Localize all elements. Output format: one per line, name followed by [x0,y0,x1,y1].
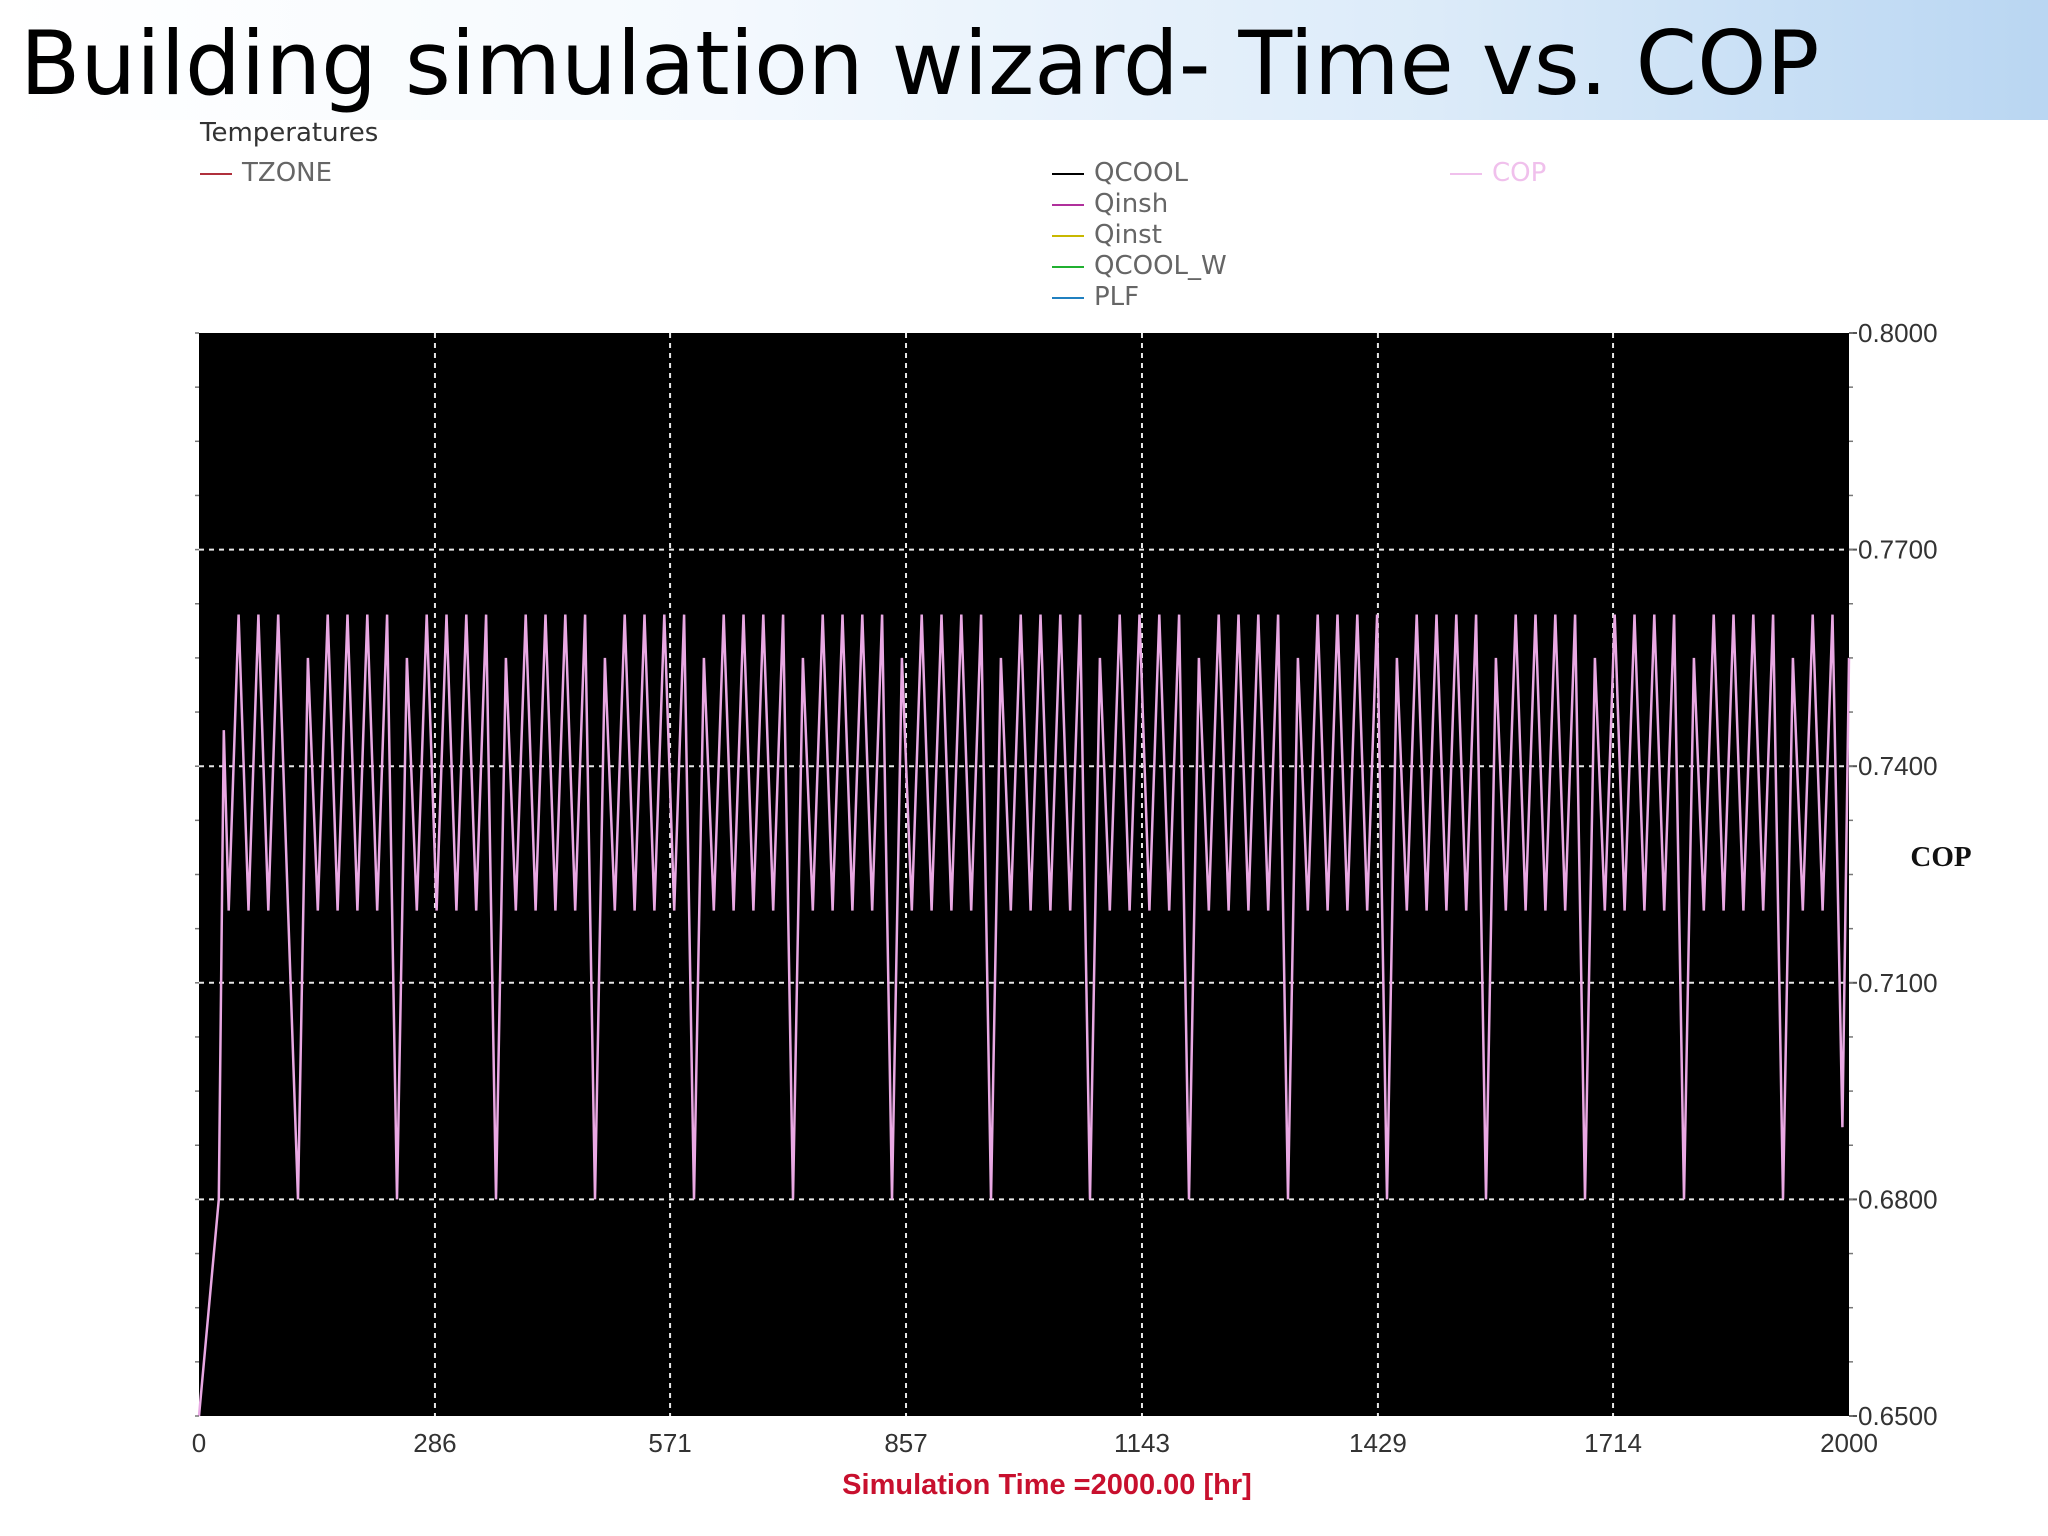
x-tick-label: 2000 [1820,1428,1878,1458]
legend-item-cop: COP [1450,158,1546,188]
title-banner [0,0,2048,120]
legend-group-title: Temperatures [200,118,379,148]
x-tick-label: 1714 [1584,1428,1642,1458]
y-tick-label: 0.6800 [1858,1184,1938,1214]
x-tick-label: 0 [192,1428,206,1458]
y-tick-label: 0.7400 [1858,751,1938,781]
y-axis-label: COP [1910,841,1971,873]
x-tick-label: 286 [413,1428,456,1458]
legend-item-plf: PLF [1052,282,1139,312]
x-axis-label: Simulation Time =2000.00 [hr] [842,1469,1252,1501]
page-title: Building simulation wizard- Time vs. COP [20,12,1820,115]
x-tick-label: 1429 [1349,1428,1407,1458]
series-layer [197,614,1851,1417]
x-axis: 0 286 571 857 1143 1429 1714 2000 [192,1428,1878,1458]
legend-item-qcool: QCOOL [1052,158,1188,188]
y-tick-label: 0.8000 [1858,318,1938,348]
y-axis: 0.6500 0.6800 0.7100 0.7400 0.7700 0.8000 [195,318,1938,1431]
legend-item-tzone: TZONE [200,158,332,188]
x-tick-label: 857 [884,1428,927,1458]
y-tick-label: 0.7700 [1858,535,1938,565]
legend-swatch [1450,172,1482,175]
series-line-cop [197,614,1851,1417]
legend-swatch [1052,234,1084,237]
legend-swatch [1052,172,1084,175]
legend-swatch [200,172,232,175]
legend-swatch [1052,296,1084,299]
grid [199,333,1849,1416]
legend-item-qinsh: Qinsh [1052,189,1168,219]
legend-swatch [1052,265,1084,268]
x-tick-label: 571 [648,1428,691,1458]
y-tick-label: 0.6500 [1858,1401,1938,1431]
plot-area [199,333,1849,1416]
x-tick-label: 1143 [1114,1428,1170,1458]
y-tick-label: 0.7100 [1858,968,1938,998]
legend-swatch [1052,203,1084,206]
legend-item-qcool-w: QCOOL_W [1052,251,1227,281]
legend-item-qinst: Qinst [1052,220,1162,250]
